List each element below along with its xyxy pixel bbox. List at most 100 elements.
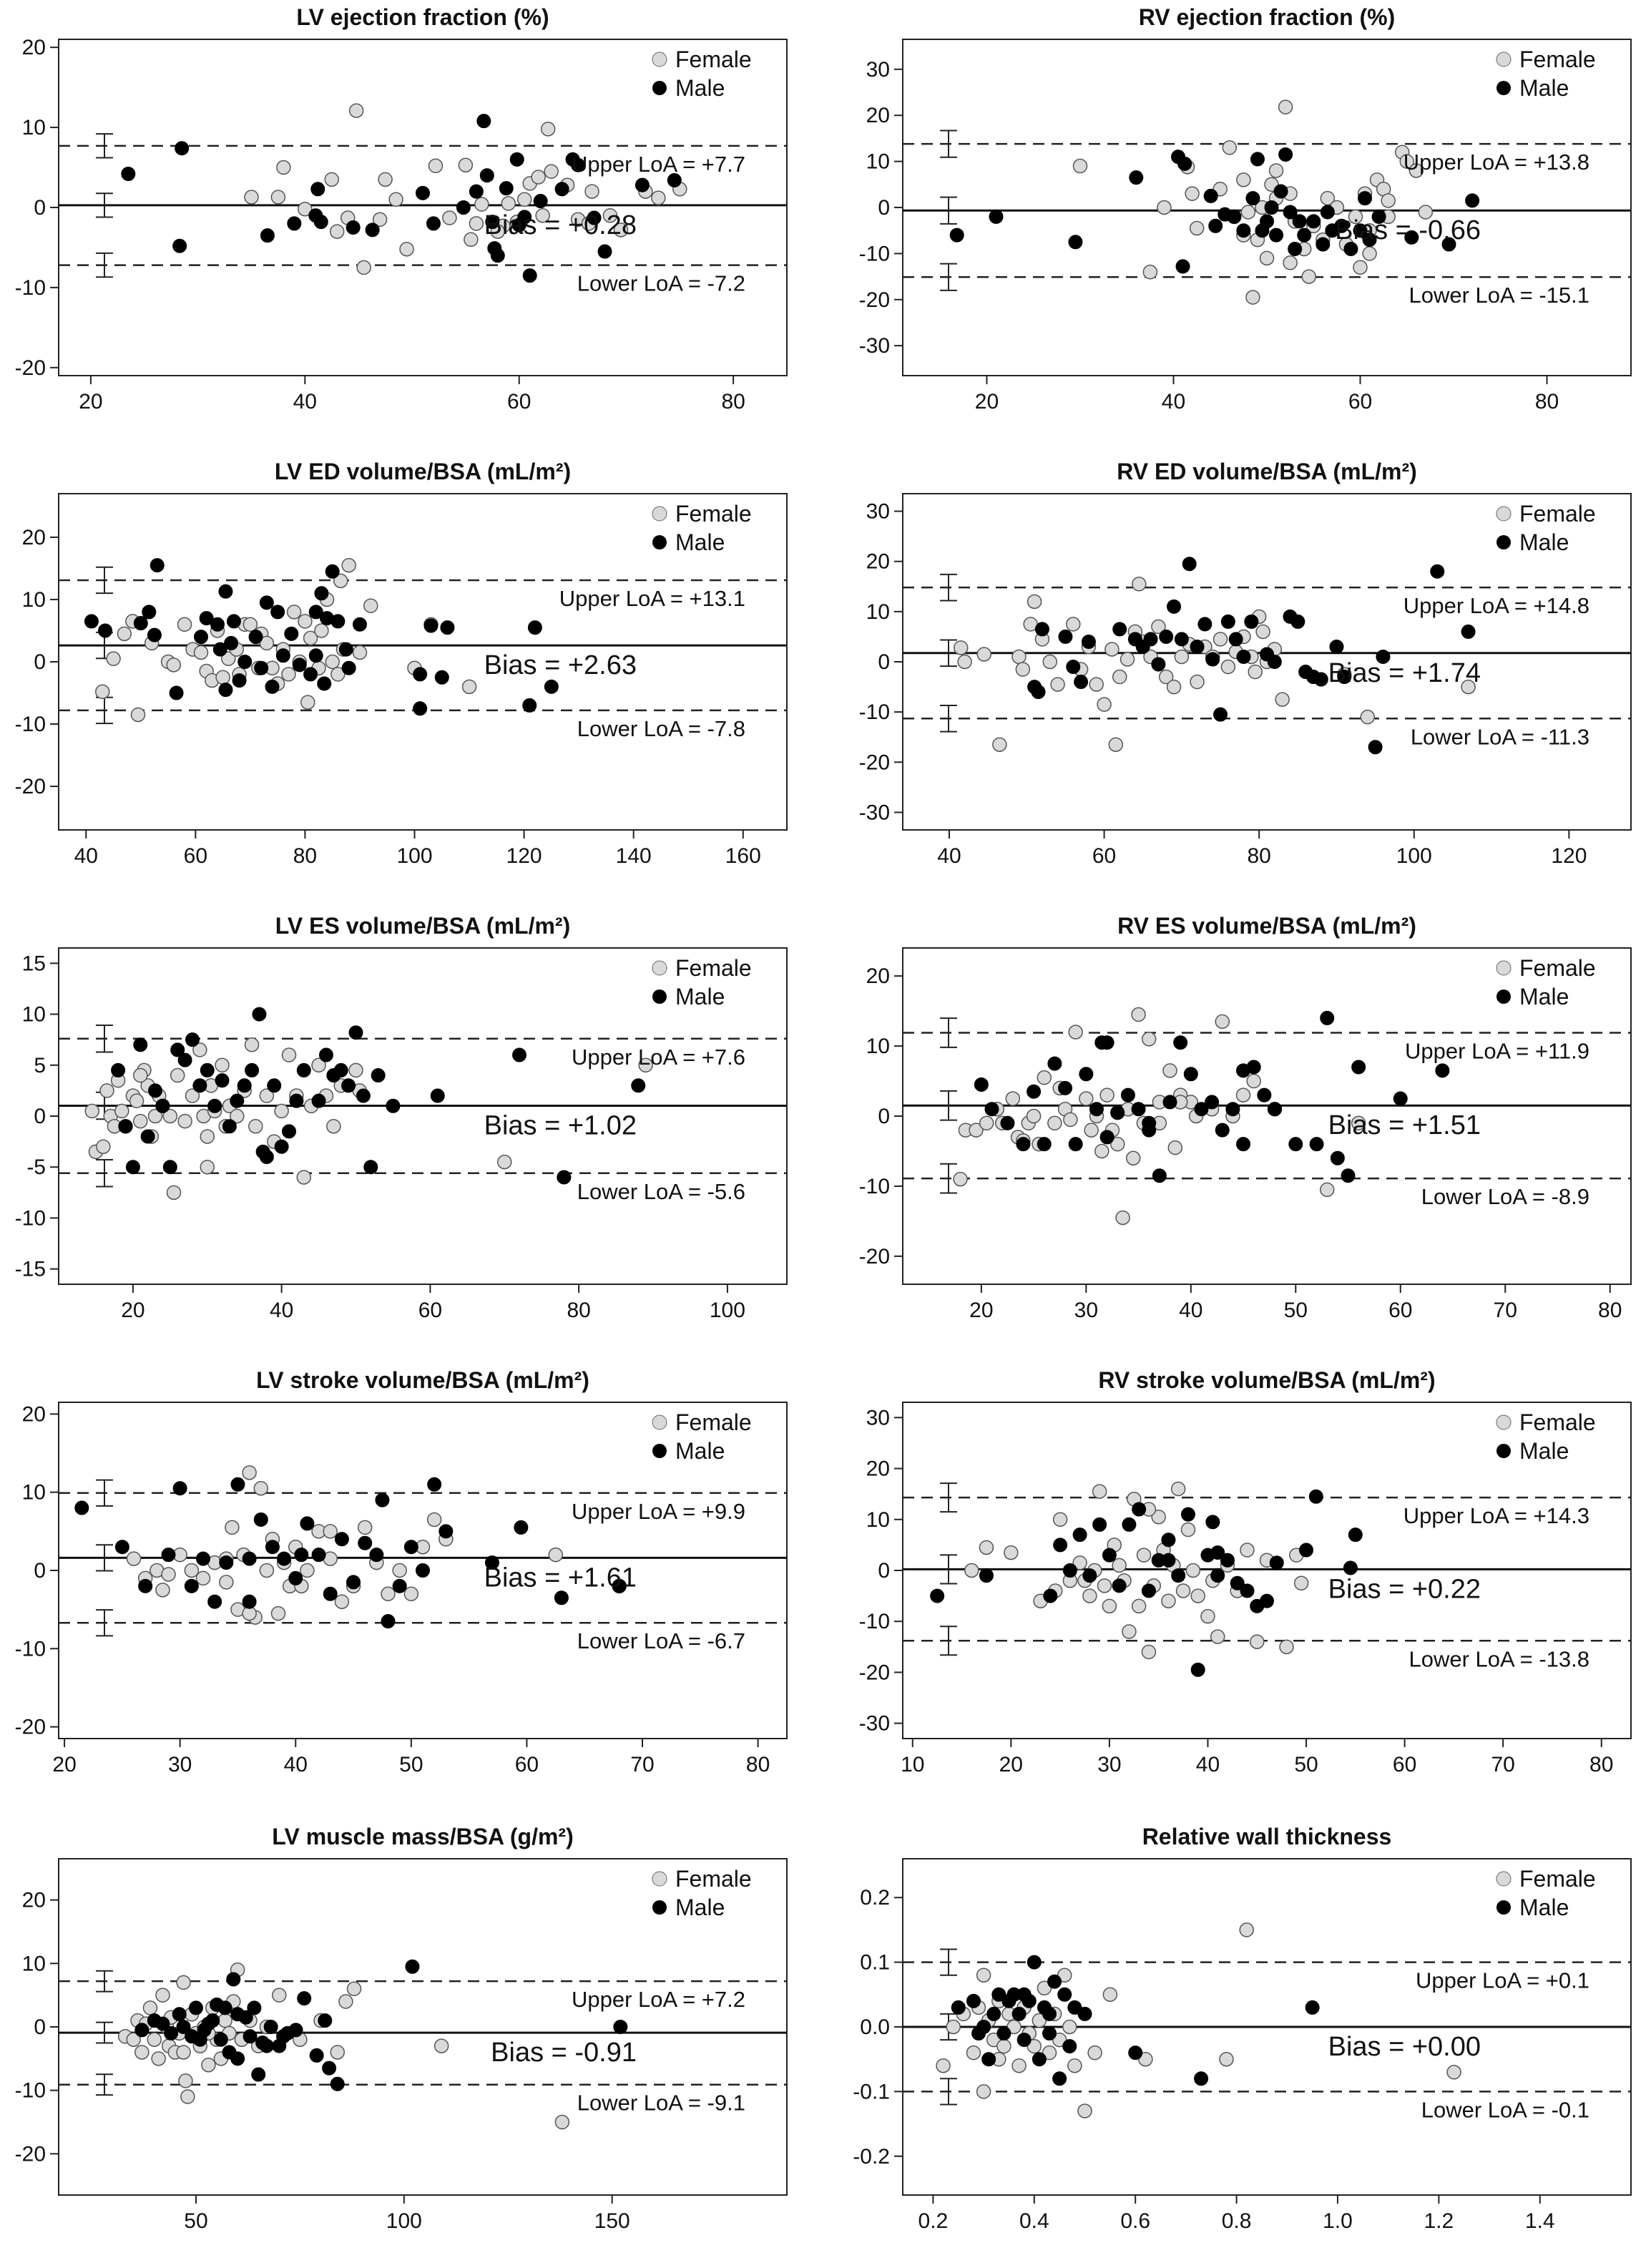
female-point [979, 1540, 994, 1555]
y-tick-label: 20 [866, 964, 890, 988]
male-point [188, 2000, 203, 2015]
female-point [1381, 193, 1396, 208]
female-point [338, 1994, 353, 2009]
x-tick-label: 0.8 [1222, 2209, 1252, 2233]
male-point [991, 1987, 1006, 2002]
male-point [1358, 191, 1373, 206]
male-point [430, 1088, 445, 1103]
legend-female-marker [1496, 960, 1512, 976]
male-point [1031, 685, 1046, 700]
male-point [1062, 1563, 1077, 1578]
male-point [1132, 1502, 1147, 1517]
male-point [172, 238, 187, 253]
male-point [1205, 1095, 1220, 1110]
female-point [326, 1118, 341, 1134]
female-point [1077, 2103, 1092, 2118]
male-point [207, 1098, 222, 1113]
upper-loa-label: Upper LoA = +14.8 [1403, 593, 1589, 618]
male-point [270, 605, 285, 620]
female-point [334, 1594, 350, 1609]
female-point [433, 2038, 449, 2053]
male-point [1257, 1087, 1272, 1103]
x-tick-label: 70 [630, 1753, 654, 1776]
male-point [1267, 655, 1282, 669]
male-point [1220, 614, 1235, 629]
y-tick-label: -30 [859, 1712, 890, 1736]
x-tick-label: 50 [1284, 1299, 1308, 1322]
legend-male-marker [652, 1444, 667, 1458]
female-point [1157, 200, 1172, 215]
male-point [1082, 1568, 1097, 1583]
male-point [226, 614, 241, 629]
y-tick-label: -10 [859, 700, 890, 724]
bias-label: Bias = +0.28 [484, 210, 637, 240]
female-point [946, 2019, 961, 2035]
male-point [177, 1052, 192, 1067]
y-tick-label: 10 [866, 1035, 890, 1058]
female-point [1026, 1108, 1042, 1124]
female-point [1057, 1968, 1072, 1983]
male-point [1305, 2000, 1320, 2015]
female-point [259, 1563, 275, 1578]
female-point [1167, 1140, 1183, 1155]
male-point [1313, 672, 1328, 687]
male-point [613, 2020, 628, 2034]
male-point [138, 1578, 153, 1593]
male-point [1430, 564, 1445, 579]
male-point [242, 1551, 257, 1566]
female-point [1079, 1091, 1094, 1106]
male-point [148, 1083, 163, 1098]
y-tick-label: 0 [878, 196, 890, 220]
male-point [263, 2020, 278, 2034]
female-point [1446, 2065, 1461, 2080]
male-point [1161, 1553, 1176, 1568]
male-point [164, 2025, 179, 2040]
y-tick-label: -20 [15, 775, 46, 798]
female-point [1151, 619, 1166, 635]
female-point [1110, 1136, 1125, 1152]
legend-male-label: Male [1519, 984, 1569, 1010]
x-tick-label: 100 [386, 2209, 422, 2233]
male-point [514, 1520, 529, 1535]
male-point [1128, 2045, 1143, 2061]
female-point [1210, 1629, 1225, 1644]
panel-title: LV ED volume/BSA (mL/m²) [275, 459, 571, 484]
male-point [185, 1032, 200, 1047]
female-point [953, 1171, 968, 1187]
male-point [1177, 156, 1192, 171]
x-tick-label: 40 [293, 390, 317, 414]
bias-label: Bias = +1.51 [1328, 1110, 1481, 1140]
bias-label: Bias = +1.02 [484, 1110, 637, 1140]
female-point [474, 197, 489, 212]
female-point [1351, 1115, 1366, 1131]
male-point [155, 2016, 170, 2031]
male-point [1236, 1137, 1251, 1152]
panel-title: RV ES volume/BSA (mL/m²) [1117, 913, 1416, 939]
female-point [1174, 649, 1190, 665]
female-point [1032, 2013, 1047, 2028]
male-point [140, 1129, 155, 1144]
male-point [308, 648, 323, 663]
lower-loa-label: Lower LoA = -7.2 [577, 271, 745, 296]
male-point [1052, 2071, 1067, 2086]
female-point [274, 1103, 289, 1119]
male-point [1309, 1137, 1324, 1152]
x-tick-label: 40 [270, 1299, 293, 1322]
y-tick-label: 20 [22, 1402, 46, 1426]
y-tick-label: 0.2 [860, 1886, 890, 1910]
y-tick-label: 0 [878, 1559, 890, 1583]
lower-loa-label: Lower LoA = -6.7 [577, 1628, 745, 1653]
bland-altman-panel-3: LV ED volume/BSA (mL/m²)40 60 80 100 120 140 1… [15, 459, 788, 868]
male-point [1053, 1538, 1068, 1553]
female-point [357, 1520, 373, 1535]
male-point [133, 1037, 148, 1052]
male-point [310, 182, 325, 197]
male-point [230, 1093, 245, 1108]
lower-loa-label: Lower LoA = -13.8 [1409, 1646, 1589, 1671]
male-point [403, 1540, 418, 1555]
upper-loa-label: Upper LoA = +0.1 [1416, 1968, 1589, 1993]
x-tick-label: 40 [284, 1753, 308, 1776]
male-point [252, 1007, 267, 1022]
bland-altman-panel-7: LV stroke volume/BSA (mL/m²) 20 30 40 50 60 70… [15, 1367, 788, 1776]
male-point [303, 667, 318, 682]
